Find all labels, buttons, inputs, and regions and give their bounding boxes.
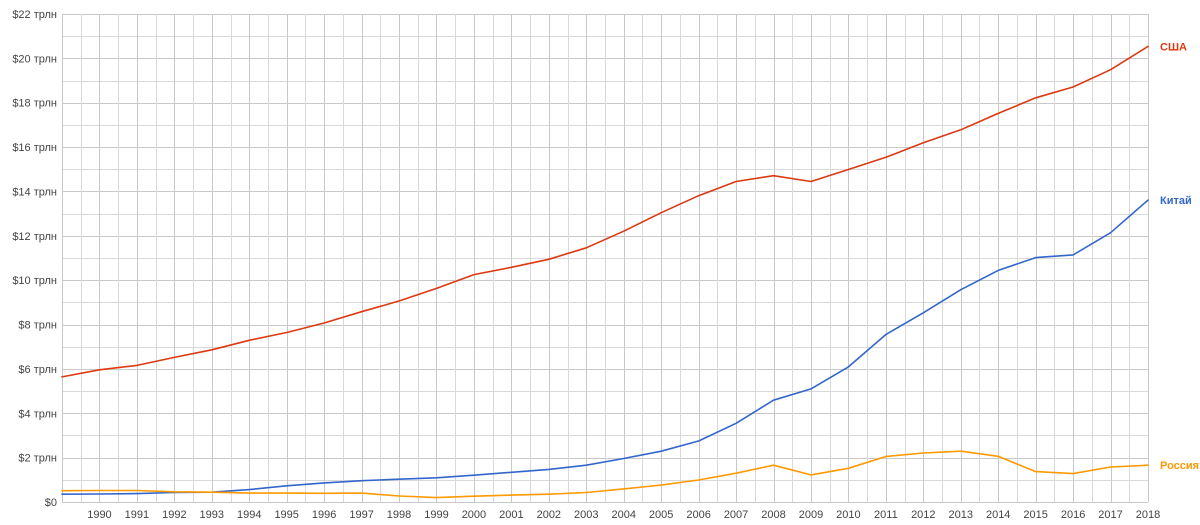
y-tick-label: $10 трлн <box>12 275 57 287</box>
y-tick-label: $2 трлн <box>18 453 57 465</box>
y-tick-label: $12 трлн <box>12 231 57 243</box>
y-axis-ticks: $0 $2 трлн $4 трлн $6 трлн $8 трлн $10 трлн $1… <box>12 9 57 509</box>
x-tick-label: 2015 <box>1023 509 1047 521</box>
y-tick-label: $20 трлн <box>12 53 57 65</box>
x-tick-label: 1994 <box>237 509 261 521</box>
x-axis-ticks: 1990 1991 1992 1993 1994 1995 1996 1997 1998 1999… <box>87 509 1160 521</box>
x-tick-label: 2011 <box>874 509 898 521</box>
series-line-0 <box>61 45 1149 378</box>
series-label: Россия <box>1160 460 1199 472</box>
x-tick-label: 1995 <box>274 509 298 521</box>
x-tick-label: 2003 <box>574 509 598 521</box>
x-tick-label: 1991 <box>125 509 149 521</box>
x-tick-label: 2000 <box>462 509 486 521</box>
x-tick-label: 2001 <box>499 509 523 521</box>
series-label: США <box>1160 41 1187 53</box>
x-tick-label: 1998 <box>387 509 411 521</box>
x-tick-label: 1990 <box>87 509 111 521</box>
series-label: Китай <box>1160 195 1192 207</box>
x-tick-label: 2017 <box>1098 509 1122 521</box>
x-tick-label: 2008 <box>761 509 785 521</box>
x-tick-label: 2013 <box>949 509 973 521</box>
x-tick-label: 1992 <box>162 509 186 521</box>
x-tick-label: 2007 <box>724 509 748 521</box>
x-tick-label: 2012 <box>911 509 935 521</box>
y-tick-label: $14 трлн <box>12 186 57 198</box>
x-tick-label: 2014 <box>986 509 1010 521</box>
x-tick-label: 2004 <box>611 509 635 521</box>
x-tick-label: 2009 <box>799 509 823 521</box>
series-line-2 <box>61 450 1149 499</box>
x-tick-label: 2006 <box>686 509 710 521</box>
y-tick-label: $16 трлн <box>12 142 57 154</box>
y-tick-label: $8 трлн <box>18 320 57 332</box>
x-tick-label: 2002 <box>537 509 561 521</box>
y-tick-label: $18 трлн <box>12 98 57 110</box>
x-tick-label: 2005 <box>649 509 673 521</box>
y-tick-label: $6 трлн <box>18 364 57 376</box>
series-labels: США Китай Россия <box>1160 41 1199 472</box>
y-tick-label: $22 трлн <box>12 9 57 21</box>
grid <box>62 14 1149 503</box>
series-line-1 <box>61 199 1149 496</box>
x-tick-label: 2016 <box>1061 509 1085 521</box>
x-tick-label: 1999 <box>424 509 448 521</box>
y-tick-label: $0 <box>45 497 57 509</box>
x-tick-label: 1997 <box>349 509 373 521</box>
x-tick-label: 1996 <box>312 509 336 521</box>
series-lines <box>61 45 1149 499</box>
x-tick-label: 2010 <box>836 509 860 521</box>
y-tick-label: $4 трлн <box>18 408 57 420</box>
x-tick-label: 2018 <box>1136 509 1160 521</box>
x-tick-label: 1993 <box>200 509 224 521</box>
